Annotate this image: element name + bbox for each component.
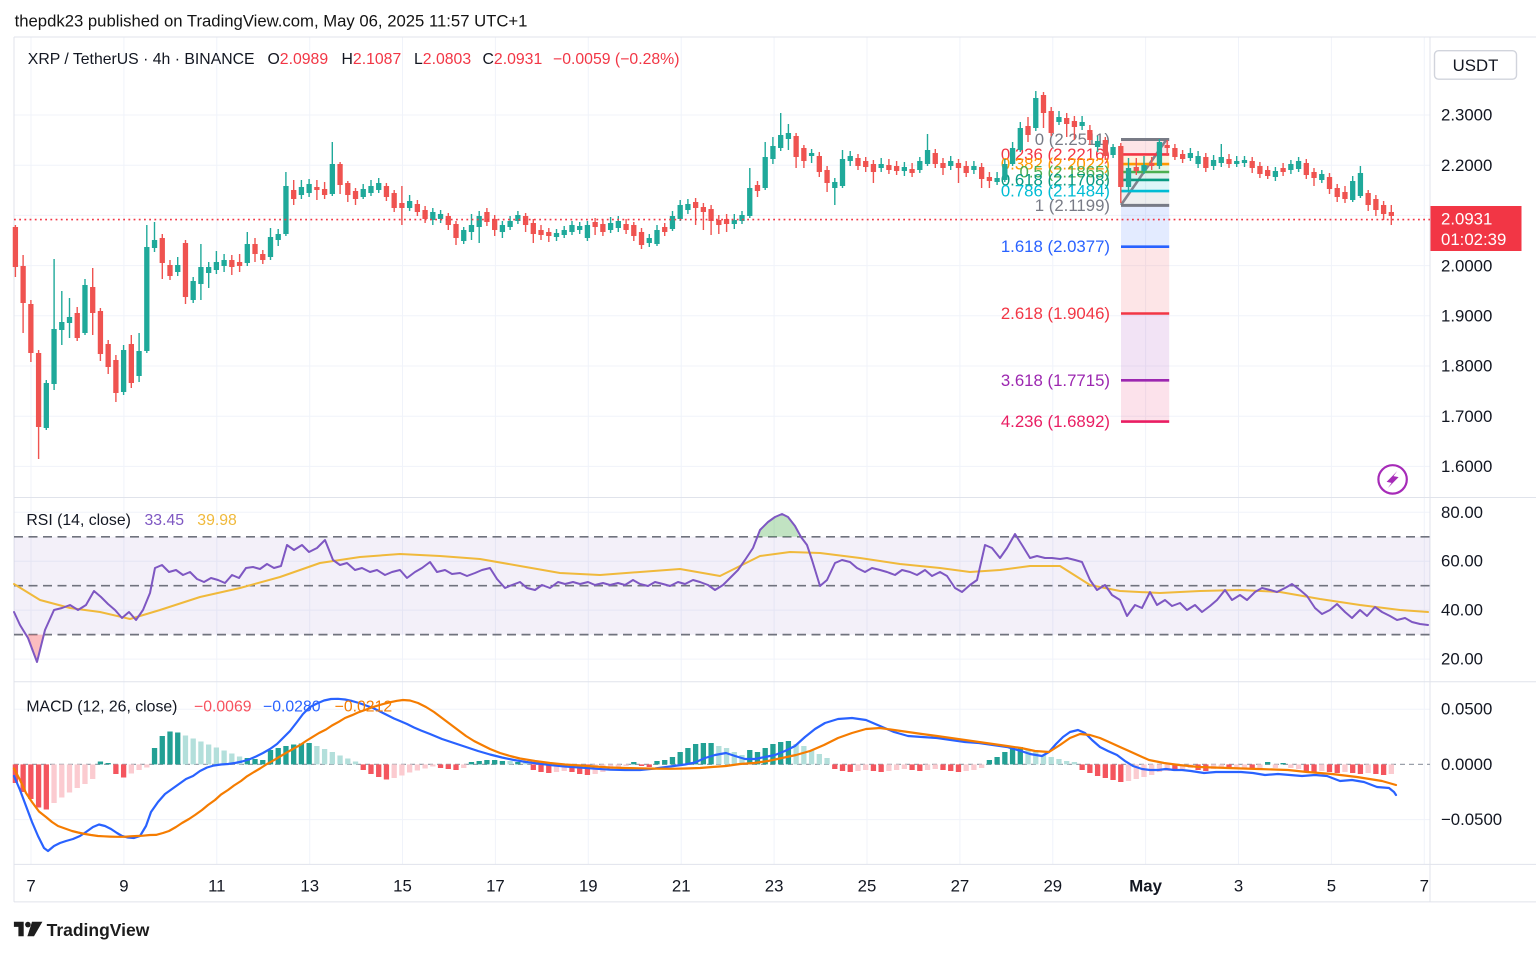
- svg-text:17: 17: [486, 877, 505, 896]
- svg-text:3.618 (1.7715): 3.618 (1.7715): [1001, 371, 1110, 390]
- svg-text:−0.0212: −0.0212: [335, 699, 393, 716]
- svg-text:USDT: USDT: [1453, 56, 1499, 75]
- svg-text:1.7000: 1.7000: [1441, 407, 1492, 426]
- svg-text:−0.0059 (−0.28%): −0.0059 (−0.28%): [553, 51, 679, 68]
- svg-text:2.0000: 2.0000: [1441, 256, 1492, 275]
- svg-text:29: 29: [1043, 877, 1062, 896]
- svg-text:1.9000: 1.9000: [1441, 307, 1492, 326]
- svg-text:thepdk23 published on TradingV: thepdk23 published on TradingView.com, M…: [15, 12, 528, 31]
- svg-text:O2.0989: O2.0989: [268, 51, 329, 68]
- svg-text:39.98: 39.98: [197, 512, 237, 529]
- svg-text:20.00: 20.00: [1441, 650, 1483, 669]
- svg-text:H2.1087: H2.1087: [342, 51, 402, 68]
- svg-text:2.3000: 2.3000: [1441, 106, 1492, 125]
- svg-text:23: 23: [765, 877, 784, 896]
- svg-text:80.00: 80.00: [1441, 503, 1483, 522]
- svg-text:1.6000: 1.6000: [1441, 457, 1492, 476]
- svg-text:9: 9: [119, 877, 128, 896]
- svg-text:3: 3: [1234, 877, 1243, 896]
- svg-text:2.2000: 2.2000: [1441, 156, 1492, 175]
- svg-text:21: 21: [672, 877, 691, 896]
- svg-text:33.45: 33.45: [145, 512, 185, 529]
- svg-text:TradingView: TradingView: [47, 920, 150, 940]
- svg-text:C2.0931: C2.0931: [483, 51, 543, 68]
- svg-text:5: 5: [1327, 877, 1336, 896]
- svg-text:−0.0500: −0.0500: [1441, 810, 1502, 829]
- svg-text:−0.0280: −0.0280: [263, 699, 321, 716]
- svg-text:May: May: [1129, 877, 1162, 896]
- svg-text:0.618 (2.1708): 0.618 (2.1708): [1001, 170, 1110, 189]
- svg-text:27: 27: [951, 877, 970, 896]
- svg-text:2.618 (1.9046): 2.618 (1.9046): [1001, 304, 1110, 323]
- svg-text:2.0931: 2.0931: [1441, 210, 1492, 229]
- svg-text:RSI (14, close): RSI (14, close): [26, 512, 130, 529]
- svg-text:0.0500: 0.0500: [1441, 700, 1492, 719]
- svg-text:19: 19: [579, 877, 598, 896]
- svg-text:0.5 (2.1865): 0.5 (2.1865): [1020, 163, 1111, 182]
- svg-text:0.236 (2.2216): 0.236 (2.2216): [1001, 145, 1110, 164]
- svg-text:0.786 (2.1484): 0.786 (2.1484): [1001, 182, 1110, 201]
- svg-text:XRP / TetherUS · 4h · BINANCE: XRP / TetherUS · 4h · BINANCE: [28, 51, 255, 68]
- svg-text:L2.0803: L2.0803: [414, 51, 471, 68]
- svg-text:40.00: 40.00: [1441, 601, 1483, 620]
- svg-text:01:02:39: 01:02:39: [1441, 230, 1506, 249]
- svg-text:1 (2.1199): 1 (2.1199): [1035, 196, 1110, 215]
- svg-text:7: 7: [1420, 877, 1429, 896]
- svg-text:11: 11: [208, 877, 225, 896]
- svg-text:0.382 (2.2022): 0.382 (2.2022): [1001, 155, 1110, 174]
- svg-text:4.236 (1.6892): 4.236 (1.6892): [1001, 412, 1110, 431]
- svg-text:1.618 (2.0377): 1.618 (2.0377): [1001, 237, 1110, 256]
- svg-text:0.0000: 0.0000: [1441, 755, 1492, 774]
- svg-text:−0.0069: −0.0069: [194, 699, 252, 716]
- svg-text:13: 13: [300, 877, 319, 896]
- svg-text:60.00: 60.00: [1441, 552, 1483, 571]
- svg-text:MACD (12, 26, close): MACD (12, 26, close): [26, 699, 177, 716]
- svg-text:25: 25: [858, 877, 877, 896]
- svg-text:15: 15: [393, 877, 412, 896]
- svg-text:1.8000: 1.8000: [1441, 357, 1492, 376]
- svg-text:7: 7: [26, 877, 35, 896]
